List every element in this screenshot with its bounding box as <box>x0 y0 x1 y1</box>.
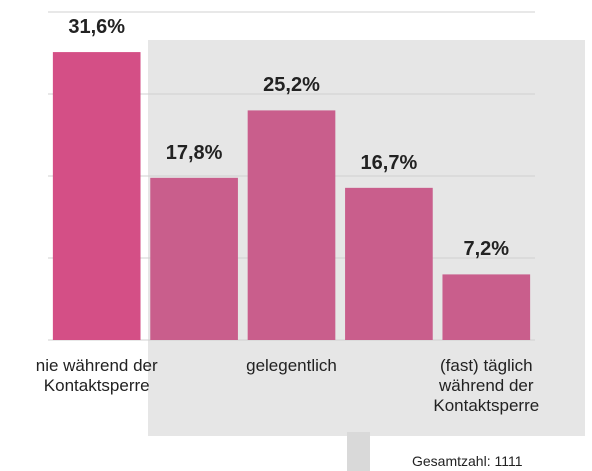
bar <box>345 187 433 340</box>
footnote: Gesamtzahl: 1111 <box>412 453 523 469</box>
value-label: 17,8% <box>165 141 223 164</box>
value-label: 16,7% <box>360 151 418 174</box>
bar <box>442 274 531 340</box>
background-square <box>347 432 370 471</box>
bar <box>247 110 336 341</box>
value-label: 25,2% <box>263 74 320 97</box>
x-tick-label: (fast) täglich während der Kontaktsperre <box>433 356 540 415</box>
x-tick-label: gelegentlich <box>246 356 337 375</box>
x-tick-label: nie während der Kontaktsperre <box>35 356 158 395</box>
bar <box>150 177 238 340</box>
value-label: 7,2% <box>463 238 510 261</box>
bar <box>52 52 141 340</box>
value-label: 31,6% <box>68 16 126 39</box>
